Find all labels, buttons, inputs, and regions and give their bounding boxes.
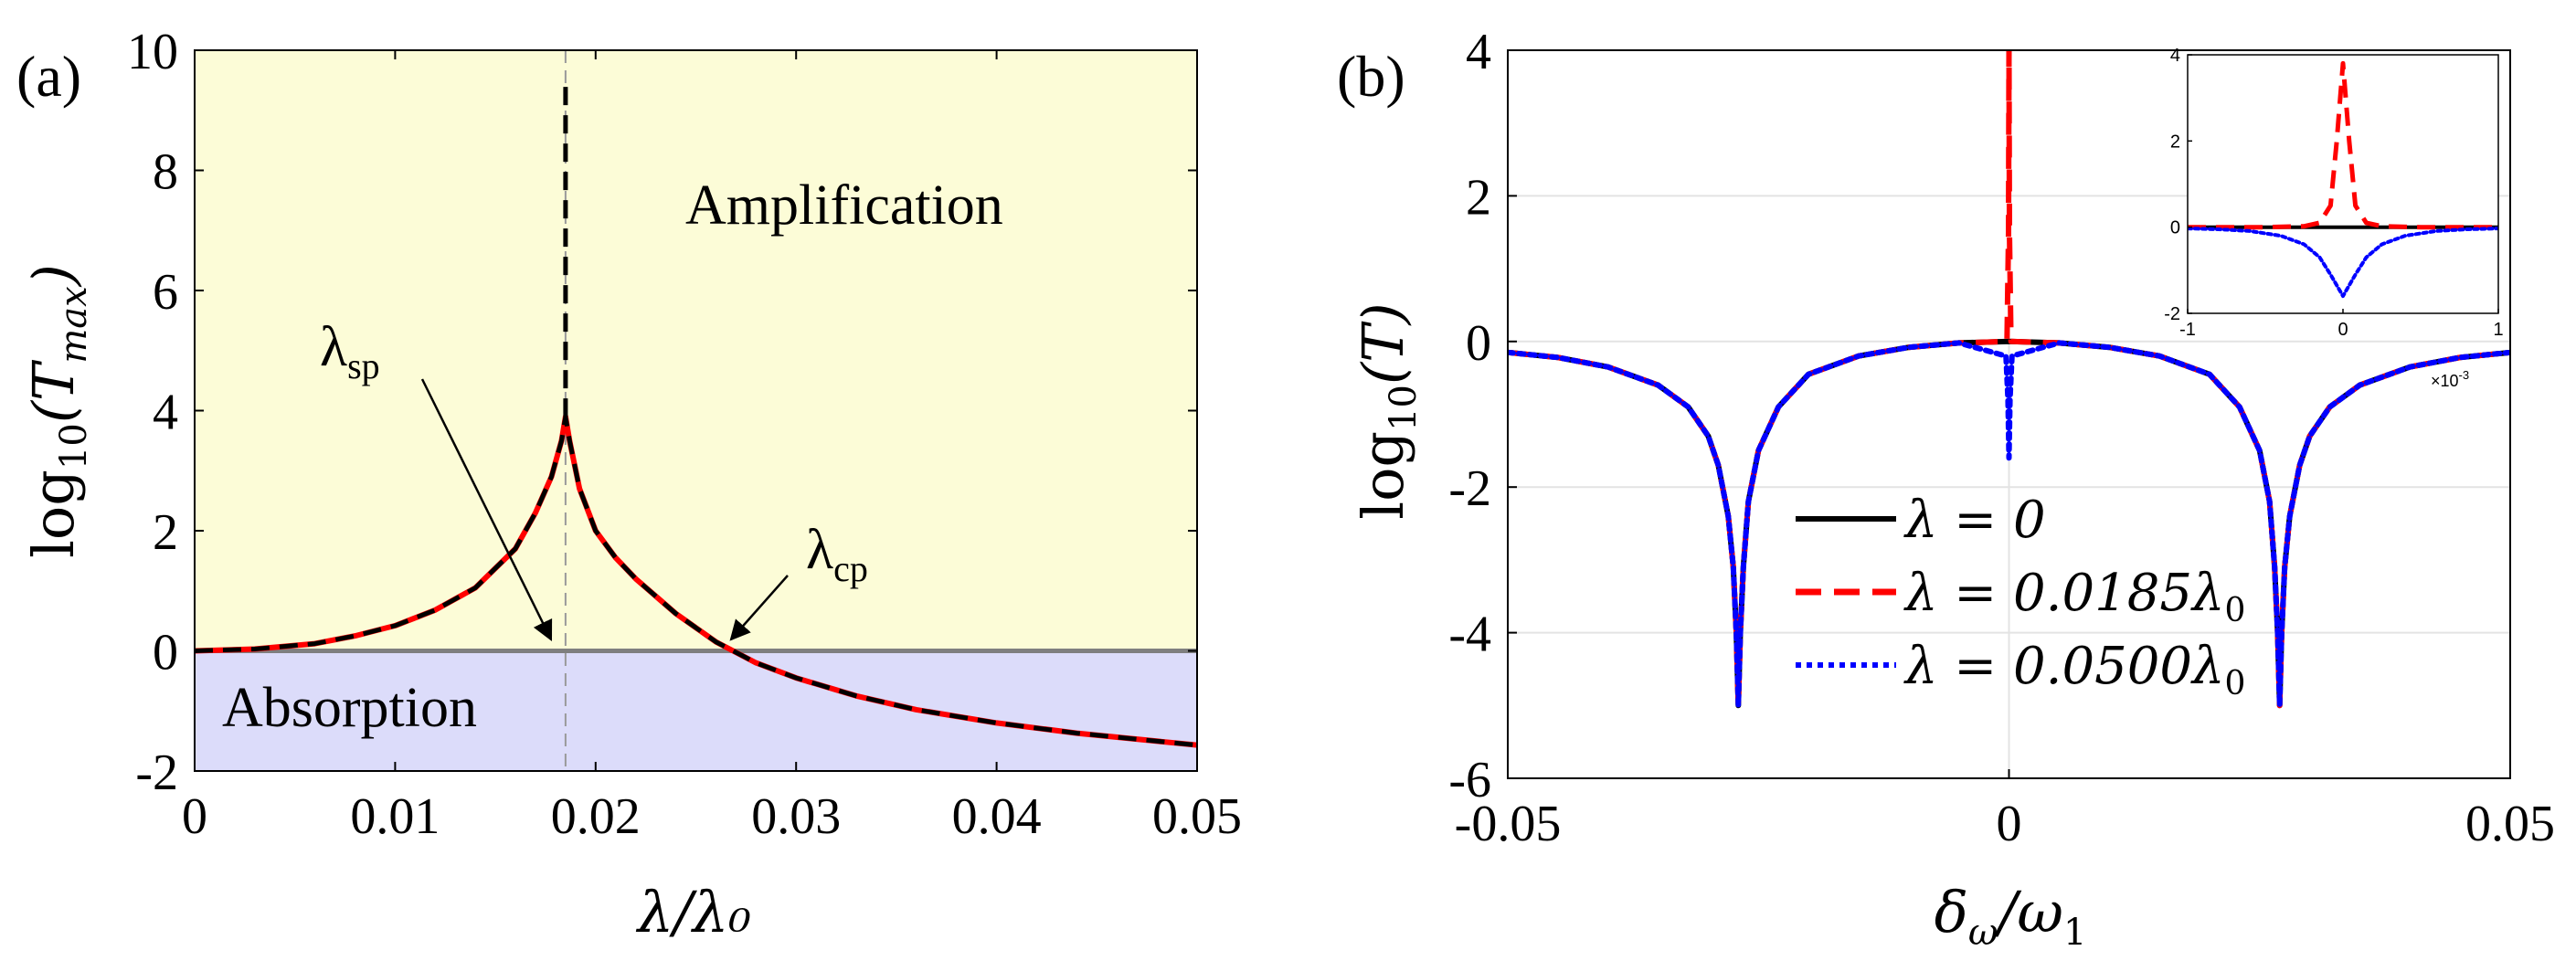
x-tick-label: 0.05 xyxy=(1152,788,1242,845)
series-black-dashed xyxy=(195,414,1197,748)
inset-y-tick-label: 0 xyxy=(2170,218,2180,238)
x-axis-label: λ/λ₀ xyxy=(635,879,751,945)
x-tick-label: -0.05 xyxy=(1455,796,1562,852)
inset-plot: -1 0 1 -2 0 2 4 ×10-3 xyxy=(2164,46,2503,390)
panel-label: (a) xyxy=(16,44,81,109)
region-label-amplification: Amplification xyxy=(685,174,1003,237)
inset-y-tick-label: 4 xyxy=(2170,46,2180,66)
x-tick-label: 0 xyxy=(182,788,207,845)
legend: λ = 0 λ = 0.0185λ0 λ = 0.0500λ0 xyxy=(1796,491,2245,702)
y-tick-label: 0 xyxy=(153,625,178,681)
y-axis-label: log10(Tmax) xyxy=(20,264,95,558)
y-tick-label: 8 xyxy=(153,144,178,201)
x-axis-label: δω/ω1 xyxy=(1935,879,2087,954)
annotation-lambda-cp: λcp xyxy=(806,519,868,589)
inset-x-tick-label: -1 xyxy=(2179,320,2196,340)
x-tick-label: 0.05 xyxy=(2465,796,2555,852)
annotation-arrow-sp xyxy=(420,378,553,642)
annotation-lambda-sp: λsp xyxy=(320,316,380,386)
panel-b: -0.05 0 0.05 -6 -4 -2 0 2 4 (b) δω/ω1 log10(T) λ… xyxy=(1337,24,2555,954)
x-tick-label: 0.02 xyxy=(551,788,641,845)
y-tick-label: 0 xyxy=(1466,315,1491,372)
y-tick-label: 2 xyxy=(153,504,178,561)
annotation-arrow-cp xyxy=(729,575,789,641)
region-label-absorption: Absorption xyxy=(222,677,477,739)
inset-background xyxy=(2188,55,2498,313)
y-tick-label: -6 xyxy=(1448,752,1491,808)
inset-x-tick-label: 1 xyxy=(2493,320,2503,340)
x-tick-label: 0 xyxy=(1997,796,2022,852)
x-tick-label: 0.01 xyxy=(350,788,440,845)
legend-label-red: λ = 0.0185λ0 xyxy=(1903,564,2245,629)
y-tick-label: 2 xyxy=(1466,169,1491,226)
inset-x-tick-label: 0 xyxy=(2337,320,2348,340)
inset-y-tick-label: -2 xyxy=(2164,304,2180,324)
legend-label-blue: λ = 0.0500λ0 xyxy=(1903,637,2245,702)
panel-label: (b) xyxy=(1337,44,1405,109)
series-inset-red xyxy=(2188,60,2498,230)
y-tick-label: 10 xyxy=(127,24,178,80)
y-tick-label: -2 xyxy=(1448,460,1491,517)
legend-label-black: λ = 0 xyxy=(1903,491,2046,550)
y-tick-label: 4 xyxy=(153,385,178,441)
y-axis-label: log10(T) xyxy=(1350,302,1425,520)
y-tick-label: 4 xyxy=(1466,24,1491,80)
series-blue-dotted xyxy=(1508,340,2510,709)
amplification-region xyxy=(195,50,1197,651)
y-tick-label: -2 xyxy=(135,745,178,801)
series-inset-blue xyxy=(2188,227,2498,299)
absorption-region xyxy=(195,650,1197,771)
y-tick-label: -4 xyxy=(1448,607,1491,663)
inset-y-tick-label: 2 xyxy=(2170,132,2180,152)
x-tick-label: 0.03 xyxy=(751,788,841,845)
x-tick-label: 0.04 xyxy=(952,788,1042,845)
inset-x-multiplier: ×10-3 xyxy=(2431,368,2469,390)
y-tick-label: 6 xyxy=(153,264,178,321)
